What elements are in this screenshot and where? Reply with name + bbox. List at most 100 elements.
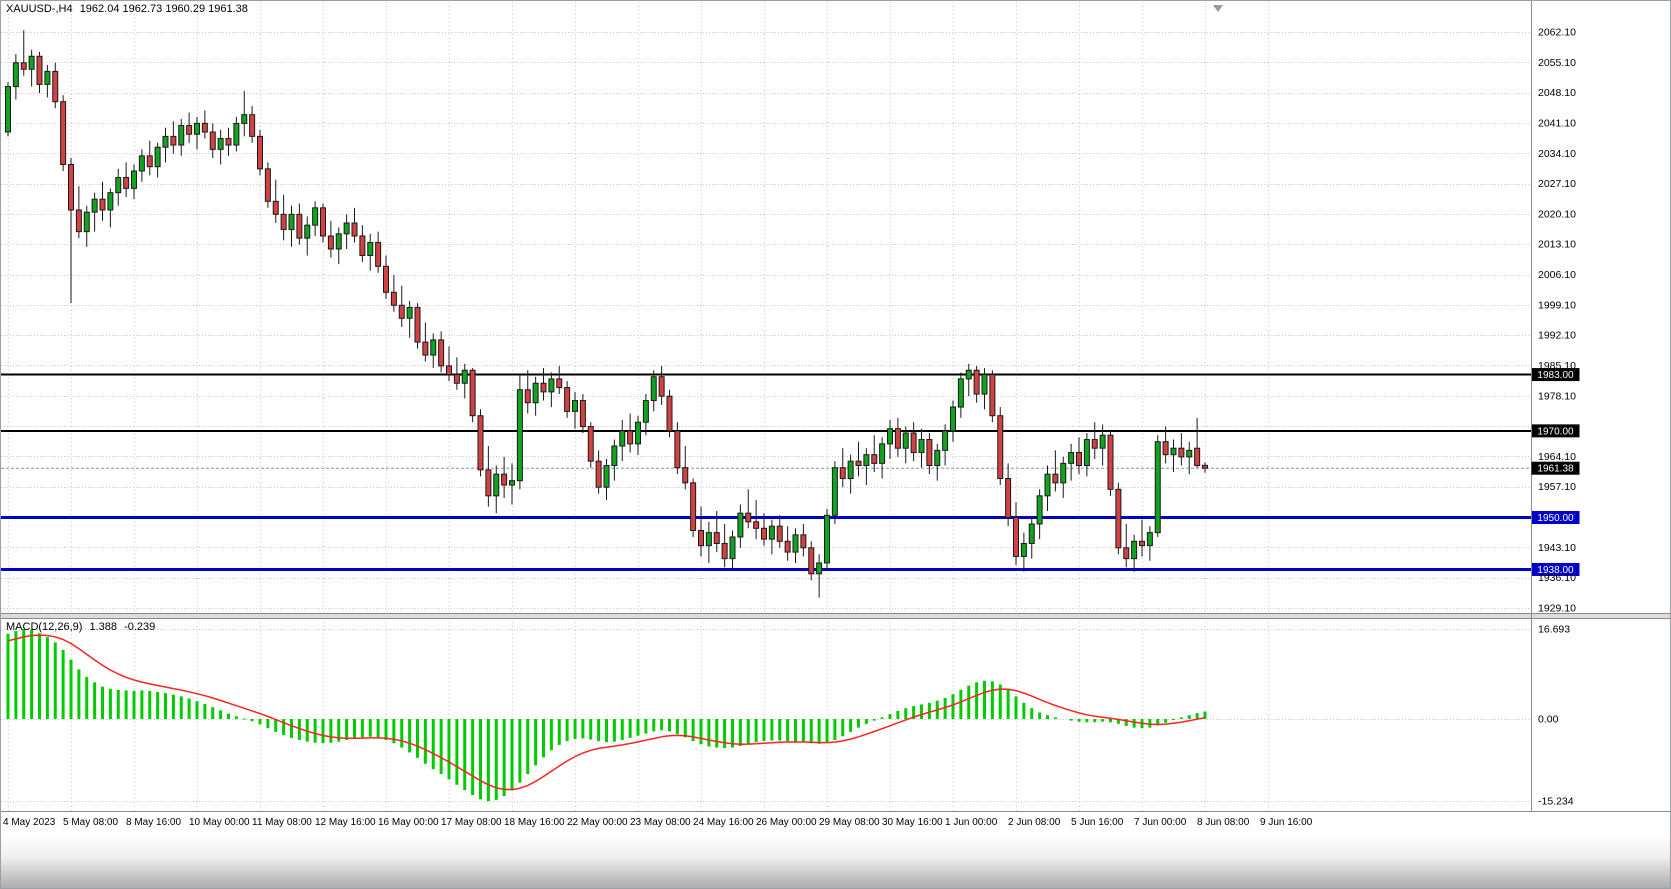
macd-histogram-bar [573,719,577,739]
candle-body [792,534,799,553]
candle [1044,465,1051,511]
time-axis-label: 1 Jun 00:00 [945,817,998,828]
candle [768,519,775,555]
macd-axis-label: -15.234 [1538,796,1574,808]
macd-histogram-bar [912,706,916,719]
candle [1170,439,1177,473]
price-badge: 1970.00 [1531,424,1580,438]
macd-histogram-bar [179,696,183,719]
candle [217,129,224,165]
candle [52,62,59,109]
candle-body [1068,452,1075,464]
candle-body [272,200,279,215]
price-axis-label: 1992.10 [1538,330,1576,342]
macd-histogram-bar [951,694,955,719]
candle-body [178,125,185,146]
candle [1131,534,1138,572]
price-axis-label: 2034.10 [1538,148,1576,160]
candle-body [1194,447,1201,467]
candle [304,216,311,256]
macd-histogram-bar [825,719,829,743]
macd-histogram-bar [321,719,325,744]
macd-histogram-bar [707,719,711,747]
candle [430,333,437,369]
candle [619,420,626,462]
candle [20,30,27,76]
candle-body [406,306,413,319]
macd-histogram-bar [794,719,797,742]
macd-histogram-bar [864,719,868,724]
chart-shift-marker[interactable] [1213,5,1223,12]
price-axis-label: 2020.10 [1538,208,1576,220]
macd-histogram-bar [990,681,994,719]
macd-histogram-bar [22,629,26,719]
panel-splitter[interactable] [1,613,1671,618]
candle [934,443,941,481]
macd-histogram-bar [754,719,758,743]
macd-histogram-bar [738,719,742,746]
macd-histogram-bar [1046,715,1049,719]
candle-body [280,213,287,230]
macd-histogram-bar [1069,719,1073,721]
candle [910,422,917,462]
candle [1194,417,1201,468]
macd-histogram-bar [872,719,876,721]
macd-histogram-bar [140,690,144,719]
macd-histogram-bar [132,690,136,719]
price-axis-label: 2013.10 [1538,239,1576,251]
candle [154,142,161,178]
candle [257,129,263,176]
macd-histogram-bar [1116,719,1120,724]
candle-body [438,339,445,367]
candle-body [902,432,909,449]
candle [564,381,571,418]
candle-body [367,241,374,256]
candle-body [194,122,200,135]
macd-histogram-bar [219,710,223,719]
candle [1115,482,1122,555]
macd-histogram-bar [439,719,443,774]
candle-body [5,86,11,133]
macd-histogram-bar [400,719,404,748]
time-axis-label: 23 May 08:00 [630,817,691,828]
candle-body [1139,540,1145,547]
candle [249,106,256,143]
macd-histogram-bar [998,684,1002,719]
candle-body [753,521,760,529]
candle-body [784,540,791,553]
time-axis-label: 22 May 00:00 [567,817,628,828]
candle-body [800,534,807,549]
candle [556,365,563,395]
time-axis-label: 8 May 16:00 [126,817,181,828]
macd-histogram-bar [116,689,120,719]
candle-body [627,430,634,445]
price-badge-box [1531,562,1580,576]
macd-histogram-bar [171,694,175,719]
macd-histogram-bar [250,719,254,722]
macd-histogram-bar [471,719,475,796]
macd-histogram-bar [211,707,215,719]
price-badge: 1938.00 [1531,562,1580,576]
candle-body [587,426,594,462]
macd-histogram-bar [786,719,790,742]
candle-body [887,428,893,445]
macd-histogram-bar [612,719,616,742]
candle-body [170,135,177,146]
candle [721,523,728,568]
candle [666,389,673,438]
price-badge-box [1531,510,1580,524]
candle-body [1005,478,1012,518]
candle [871,435,878,473]
macd-histogram [6,629,1207,802]
candle [1162,426,1169,464]
candle-body [1162,441,1169,456]
macd-histogram-bar [376,719,380,738]
candle-body [918,439,925,454]
candle [272,179,279,223]
macd-histogram-bar [1148,719,1152,728]
candle [422,322,429,362]
macd-histogram-bar [857,719,860,728]
candle [1139,519,1145,557]
candle [201,110,208,139]
